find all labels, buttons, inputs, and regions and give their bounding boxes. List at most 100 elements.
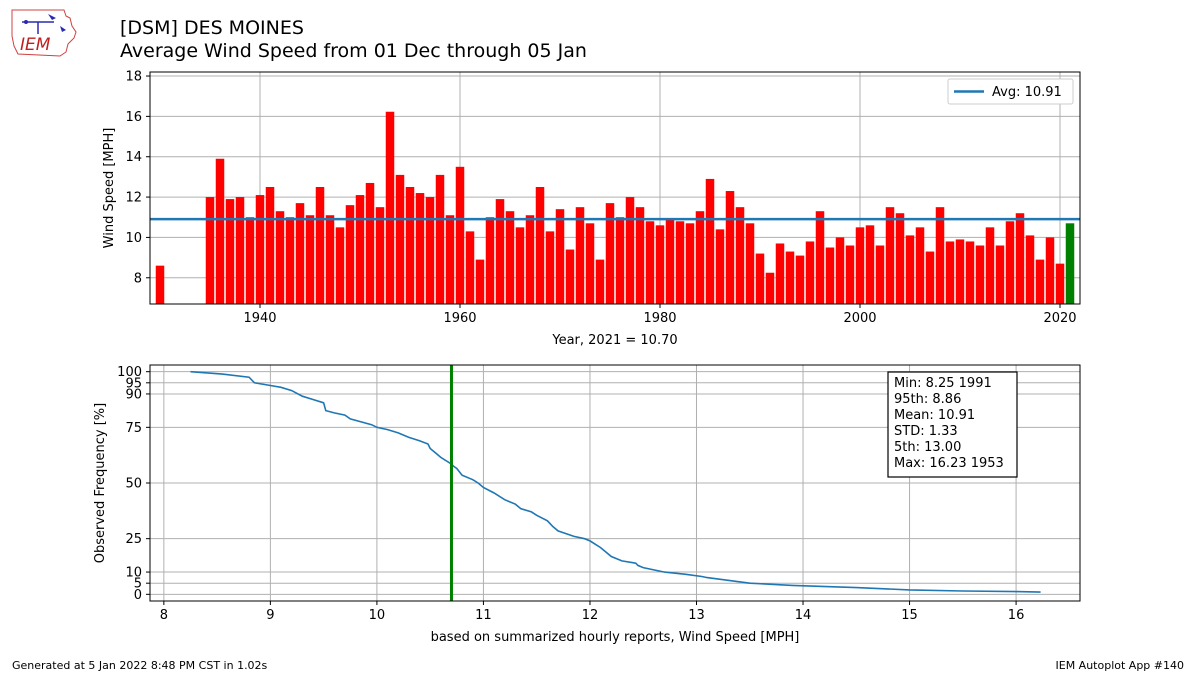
bar-2000: [855, 227, 865, 304]
bar-1935: [205, 197, 215, 304]
bar-1976: [615, 217, 625, 304]
freq-ytick-label: 100: [117, 365, 142, 380]
bar-1941: [265, 186, 275, 304]
bar-2018: [1035, 259, 1045, 304]
bar-2016: [1015, 213, 1025, 304]
freq-ytick-label: 95: [125, 376, 142, 391]
freq-ytick-label: 5: [134, 577, 142, 592]
bar-1948: [335, 227, 345, 304]
bar-1994: [795, 255, 805, 304]
bar-y-axis-label: Wind Speed [MPH]: [102, 128, 117, 249]
bar-1992: [775, 243, 785, 304]
bar-1961: [465, 231, 475, 304]
bar-series: [155, 111, 1075, 304]
bar-1955: [405, 186, 415, 304]
bar-2008: [935, 207, 945, 304]
bar-x-ticks: 1940 1960 1980 2000 2020: [243, 304, 1077, 326]
bar-1991: [765, 272, 775, 304]
bar-1949: [345, 205, 355, 304]
bar-2007: [925, 251, 935, 304]
bar-1970: [555, 209, 565, 304]
bar-xtick-label: 1960: [443, 311, 476, 326]
legend-label: Avg: 10.91: [992, 85, 1062, 100]
stat-mean: Mean: 10.91: [894, 408, 975, 423]
bar-1957: [425, 197, 435, 304]
bar-1962: [475, 259, 485, 304]
bar-1987: [725, 191, 735, 304]
bar-xtick-label: 1980: [643, 311, 676, 326]
stat-std: STD: 1.33: [894, 424, 958, 439]
freq-xtick-label: 12: [582, 608, 599, 623]
bar-1988: [735, 207, 745, 304]
bar-1953: [385, 111, 395, 304]
bar-ytick-label: 16: [125, 110, 142, 125]
freq-ytick-label: 25: [125, 532, 142, 547]
stats-frame: [887, 371, 1018, 478]
bar-2004: [895, 213, 905, 304]
bar-1986: [715, 229, 725, 304]
bar-2012: [975, 245, 985, 304]
bar-1985: [705, 178, 715, 304]
bar-1938: [235, 197, 245, 304]
bar-1944: [295, 203, 305, 304]
freq-xtick-label: 8: [160, 608, 168, 623]
bar-1959: [445, 215, 455, 304]
bar-ytick-label: 14: [125, 150, 142, 165]
stat-max: Max: 16.23 1953: [894, 456, 1004, 471]
bar-1979: [645, 221, 655, 304]
freq-ytick-label: 90: [125, 387, 142, 402]
bar-1967: [525, 215, 535, 304]
stats-box: Min: 8.25 1991 95th: 8.86 Mean: 10.91 ST…: [887, 371, 1018, 478]
bar-1996: [815, 211, 825, 304]
bar-2011: [965, 241, 975, 304]
bar-1997: [825, 247, 835, 304]
legend-box: [947, 78, 1074, 105]
bar-axes-frame: [149, 71, 1081, 305]
bar-1977: [625, 197, 635, 304]
bar-2002: [875, 245, 885, 304]
bar-1963: [485, 217, 495, 304]
bar-xtick-label: 2000: [843, 311, 876, 326]
bar-1984: [695, 211, 705, 304]
freq-ytick-label: 50: [125, 477, 142, 492]
freq-xtick-label: 11: [475, 608, 492, 623]
bar-1950: [355, 195, 365, 304]
bar-1930: [155, 265, 165, 304]
bar-2005: [905, 235, 915, 304]
bar-1940: [255, 195, 265, 304]
bar-1995: [805, 241, 815, 304]
bar-2014: [995, 245, 1005, 304]
freq-xtick-label: 13: [688, 608, 705, 623]
bar-2001: [865, 225, 875, 304]
freq-ytick-label: 10: [125, 566, 142, 581]
bar-ytick-label: 10: [125, 231, 142, 246]
bar-1971: [565, 249, 575, 304]
bar-1974: [595, 259, 605, 304]
legend: Avg: 10.91: [947, 78, 1074, 105]
freq-ytick-label: 75: [125, 421, 142, 436]
bar-1937: [225, 199, 235, 304]
stat-95th: 95th: 8.86: [894, 392, 961, 407]
logo-text: IEM: [20, 35, 51, 55]
bar-2003: [885, 207, 895, 304]
bar-2009: [945, 241, 955, 304]
frequency-curve: [190, 370, 1041, 593]
bar-1980: [655, 225, 665, 304]
bar-1969: [545, 231, 555, 304]
bar-1972: [575, 207, 585, 304]
bar-1954: [395, 174, 405, 304]
bar-2013: [985, 227, 995, 304]
app-id: IEM Autoplot App #140: [1055, 659, 1185, 672]
bar-1998: [835, 237, 845, 304]
bar-2017: [1025, 235, 1035, 304]
bar-1960: [455, 166, 465, 304]
freq-x-axis-label: based on summarized hourly reports, Wind…: [431, 630, 800, 645]
freq-xtick-label: 16: [1008, 608, 1025, 623]
bar-chart: 1940 1960 1980 2000 2020 8 10 12 14 16 18 Avg: 10…: [102, 70, 1081, 348]
chart-subtitle: Average Wind Speed from 01 Dec through 0…: [120, 40, 587, 62]
bar-1983: [685, 223, 695, 304]
bar-ytick-label: 12: [125, 191, 142, 206]
generated-note: Generated at 5 Jan 2022 8:48 PM CST in 1…: [12, 659, 268, 672]
bar-2006: [915, 227, 925, 304]
bar-1982: [675, 221, 685, 304]
